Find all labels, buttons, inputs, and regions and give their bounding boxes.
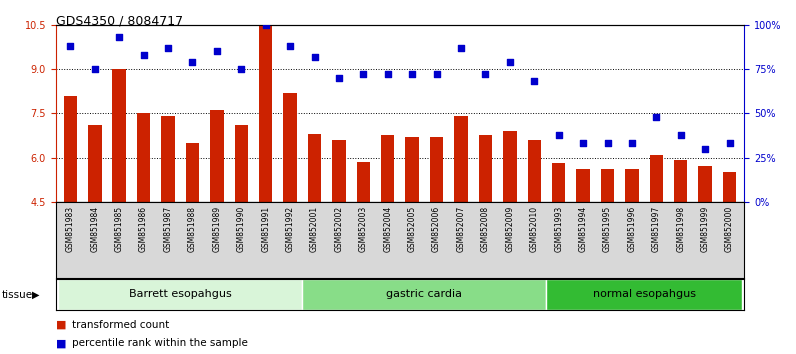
Text: percentile rank within the sample: percentile rank within the sample [72, 338, 248, 348]
Text: GSM852002: GSM852002 [334, 206, 343, 252]
Bar [64, 96, 77, 335]
Bar [332, 140, 345, 335]
Point [455, 45, 467, 51]
Text: ■: ■ [56, 320, 66, 330]
Bar [552, 164, 565, 335]
Point [528, 79, 540, 84]
Text: Barrett esopahgus: Barrett esopahgus [129, 289, 232, 299]
Text: normal esopahgus: normal esopahgus [593, 289, 696, 299]
Text: GSM851983: GSM851983 [66, 206, 75, 252]
Bar [601, 169, 615, 335]
Text: GSM852010: GSM852010 [530, 206, 539, 252]
Text: GSM852009: GSM852009 [505, 206, 514, 252]
Bar [162, 116, 175, 335]
Point [88, 66, 101, 72]
Point [626, 141, 638, 146]
Text: GSM851985: GSM851985 [115, 206, 123, 252]
Text: GSM851990: GSM851990 [236, 206, 246, 252]
Point [357, 72, 369, 77]
Text: GSM851998: GSM851998 [677, 206, 685, 252]
Text: GSM852003: GSM852003 [359, 206, 368, 252]
Text: GSM852004: GSM852004 [384, 206, 392, 252]
Point [64, 43, 76, 49]
Point [601, 141, 614, 146]
Bar [576, 169, 590, 335]
Point [333, 75, 345, 81]
Text: GSM851999: GSM851999 [700, 206, 710, 252]
Text: GSM852000: GSM852000 [725, 206, 734, 252]
Text: GSM852001: GSM852001 [310, 206, 319, 252]
Point [113, 34, 126, 40]
Point [283, 43, 296, 49]
Point [186, 59, 199, 65]
Text: GSM851994: GSM851994 [579, 206, 587, 252]
Point [235, 66, 248, 72]
Bar [283, 93, 297, 335]
Bar [185, 143, 199, 335]
Text: tissue: tissue [2, 290, 33, 299]
Point [552, 132, 565, 137]
Bar [259, 25, 272, 335]
Text: GSM851988: GSM851988 [188, 206, 197, 252]
Bar [112, 69, 126, 335]
Bar [88, 125, 102, 335]
Text: GSM851991: GSM851991 [261, 206, 270, 252]
Point [210, 48, 223, 54]
Point [699, 146, 712, 152]
Text: GSM852006: GSM852006 [432, 206, 441, 252]
Text: GSM851989: GSM851989 [213, 206, 221, 252]
Bar [58, 279, 302, 310]
Text: GSM852005: GSM852005 [408, 206, 416, 252]
Bar [723, 172, 736, 335]
Bar [235, 125, 248, 335]
Bar [308, 134, 322, 335]
Point [724, 141, 736, 146]
Point [259, 22, 272, 28]
Point [381, 72, 394, 77]
Point [431, 72, 443, 77]
Text: GSM851984: GSM851984 [90, 206, 100, 252]
Bar [357, 162, 370, 335]
Bar [547, 279, 742, 310]
Bar [674, 160, 688, 335]
Bar [302, 279, 547, 310]
Text: GSM851986: GSM851986 [139, 206, 148, 252]
Text: gastric cardia: gastric cardia [386, 289, 462, 299]
Bar [503, 131, 517, 335]
Bar [405, 137, 419, 335]
Text: transformed count: transformed count [72, 320, 169, 330]
Text: GDS4350 / 8084717: GDS4350 / 8084717 [56, 14, 183, 27]
Point [650, 114, 663, 120]
Bar [528, 140, 541, 335]
Text: GSM851997: GSM851997 [652, 206, 661, 252]
Text: GSM852007: GSM852007 [457, 206, 466, 252]
Text: GSM851995: GSM851995 [603, 206, 612, 252]
Bar [430, 137, 443, 335]
Bar [455, 116, 468, 335]
Point [406, 72, 419, 77]
Text: ▶: ▶ [32, 290, 39, 299]
Text: GSM851996: GSM851996 [627, 206, 637, 252]
Bar [478, 136, 492, 335]
Point [577, 141, 590, 146]
Bar [381, 136, 395, 335]
Bar [698, 166, 712, 335]
Text: GSM851993: GSM851993 [554, 206, 564, 252]
Text: GSM852008: GSM852008 [481, 206, 490, 252]
Point [479, 72, 492, 77]
Text: GSM851987: GSM851987 [163, 206, 173, 252]
Point [162, 45, 174, 51]
Bar [137, 113, 150, 335]
Point [504, 59, 517, 65]
Text: GSM851992: GSM851992 [286, 206, 295, 252]
Point [137, 52, 150, 58]
Bar [625, 169, 638, 335]
Text: ■: ■ [56, 338, 66, 348]
Point [674, 132, 687, 137]
Bar [210, 110, 224, 335]
Point [308, 54, 321, 59]
Bar [650, 155, 663, 335]
